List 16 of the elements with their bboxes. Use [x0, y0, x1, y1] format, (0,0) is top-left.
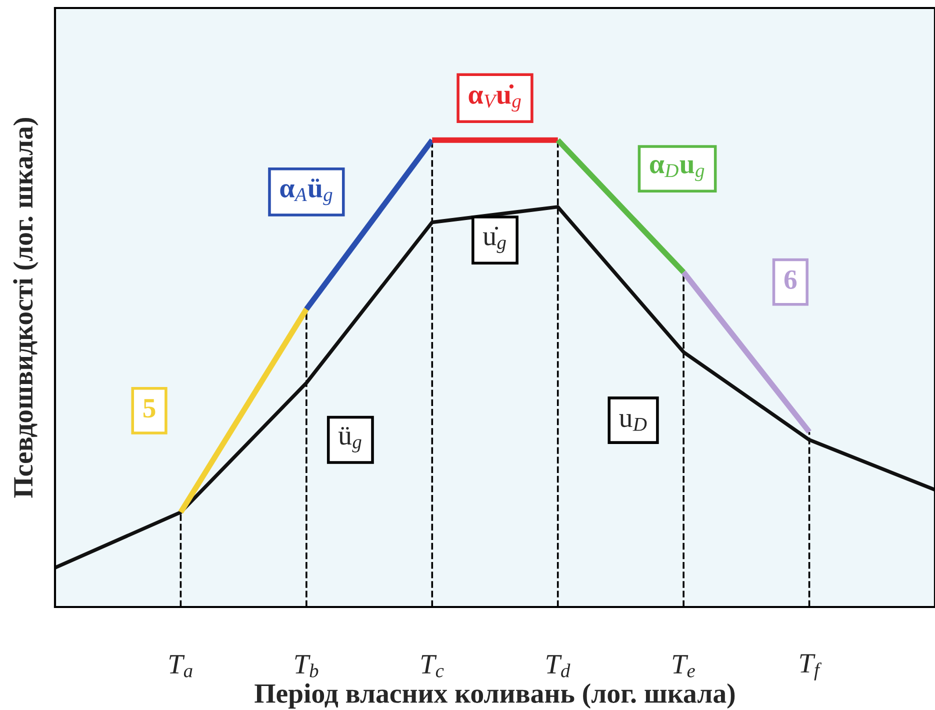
x-tick-label: T$_{d}$	[546, 655, 570, 678]
x-axis-title: Період власних коливань (лог. шкала)	[254, 683, 735, 709]
x-tick-label: T$_{b}$	[295, 655, 318, 678]
annotation: u̇$_{g}$	[483, 226, 506, 254]
text: 6	[784, 270, 797, 290]
y-axis-title: Псевдошвидкості (лог. шкала)	[13, 118, 38, 498]
series-label: α$_{V}$u̇$_{g}$	[468, 84, 521, 112]
series-label: α$_{D}$u$_{g}$	[650, 160, 704, 182]
x-tick-label: T$_{a}$	[169, 655, 192, 678]
annotation: ü$_{g}$	[338, 426, 362, 452]
x-tick-label: T$_{c}$	[421, 655, 444, 678]
x-tick-label: T$_{e}$	[672, 655, 695, 678]
x-tick-label: T$_{f}$	[800, 654, 822, 680]
series-label: α$_{A}$ü$_{g}$	[280, 178, 332, 206]
text: 5	[143, 399, 156, 418]
annotation: u$_{D}$	[619, 414, 647, 431]
